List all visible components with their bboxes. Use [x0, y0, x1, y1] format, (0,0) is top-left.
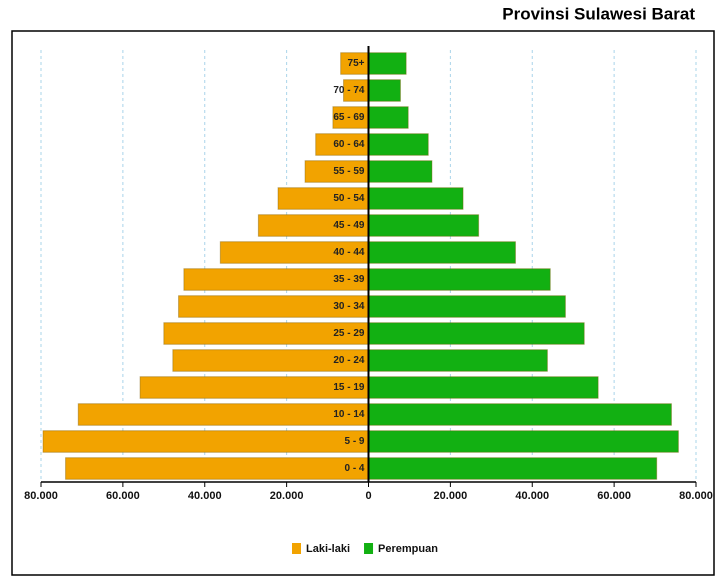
- x-tick-label: 0: [365, 490, 371, 502]
- category-label: 75+: [348, 58, 365, 69]
- category-label: 20 - 24: [333, 355, 365, 366]
- chart-title: Provinsi Sulawesi Barat: [502, 4, 695, 23]
- bar: [368, 322, 585, 345]
- category-label: 35 - 39: [333, 274, 365, 285]
- category-label: 70 - 74: [333, 85, 365, 96]
- bar: [368, 133, 429, 156]
- x-tick-label: 60.000: [597, 490, 631, 502]
- x-tick-label: 60.000: [106, 490, 140, 502]
- bar: [368, 106, 409, 129]
- frame: [11, 30, 715, 576]
- bar: [368, 187, 464, 210]
- category-label: 60 - 64: [333, 139, 365, 150]
- category-label: 5 - 9: [344, 436, 364, 447]
- bar: [368, 403, 672, 426]
- bar: [368, 349, 548, 372]
- bar: [368, 79, 401, 102]
- bar: [368, 430, 679, 453]
- bar: [368, 52, 407, 75]
- category-label: 65 - 69: [333, 112, 365, 123]
- legend-swatch: [364, 543, 374, 554]
- category-label: 45 - 49: [333, 220, 365, 231]
- category-label: 25 - 29: [333, 328, 365, 339]
- bar: [368, 268, 551, 291]
- category-label: 30 - 34: [333, 301, 365, 312]
- x-tick-label: 80.000: [679, 490, 713, 502]
- bar: [368, 376, 599, 399]
- category-label: 40 - 44: [333, 247, 365, 258]
- x-tick-label: 40.000: [188, 490, 222, 502]
- bar: [368, 457, 658, 480]
- bar: [368, 214, 480, 237]
- category-label: 0 - 4: [344, 463, 364, 474]
- category-label: 15 - 19: [333, 382, 365, 393]
- bar: [368, 295, 566, 318]
- category-label: 50 - 54: [333, 193, 365, 204]
- x-tick-label: 20.000: [270, 490, 304, 502]
- x-tick-label: 40.000: [515, 490, 549, 502]
- legend-label: Perempuan: [378, 543, 438, 555]
- category-label: 55 - 59: [333, 166, 365, 177]
- bar: [65, 457, 369, 480]
- x-tick-label: 80.000: [24, 490, 58, 502]
- legend-swatch: [292, 543, 301, 554]
- category-label: 10 - 14: [333, 409, 365, 420]
- bar: [42, 430, 369, 453]
- x-tick-label: 20.000: [434, 490, 468, 502]
- bar: [368, 160, 433, 183]
- legend-label: Laki-laki: [306, 543, 350, 555]
- bar: [77, 403, 370, 426]
- bar: [368, 241, 516, 264]
